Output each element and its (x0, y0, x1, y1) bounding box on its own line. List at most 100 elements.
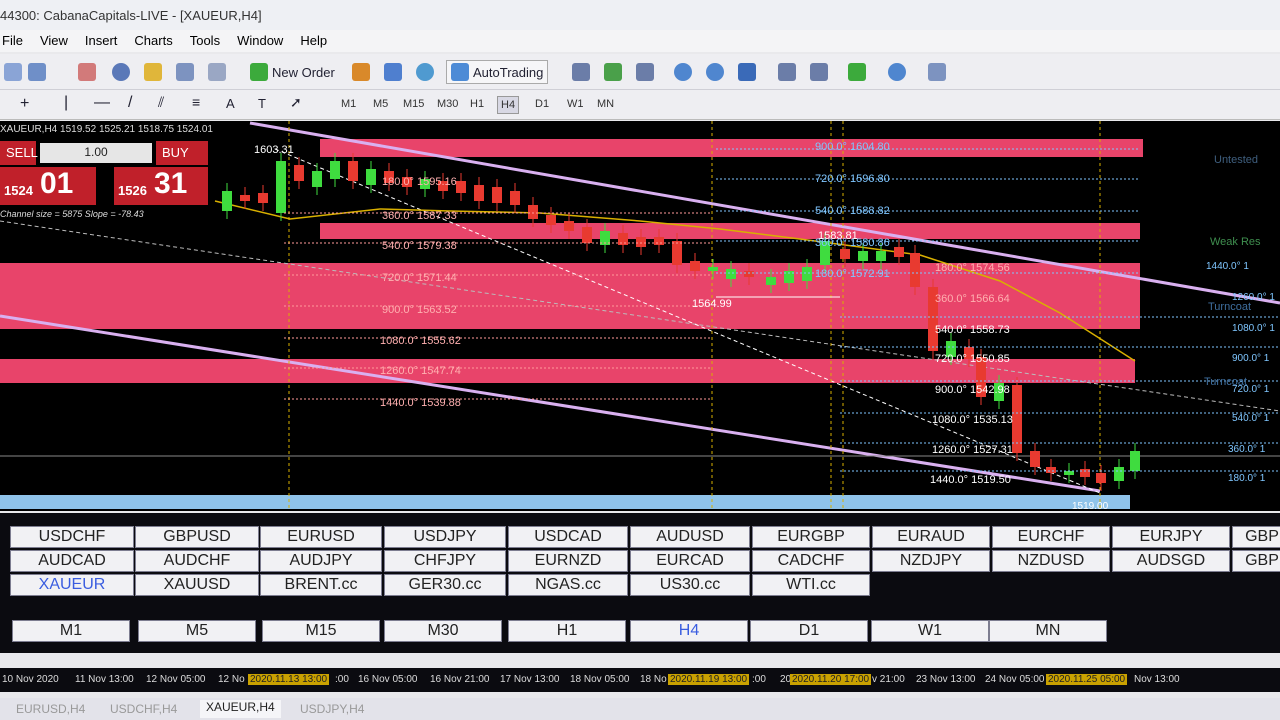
fibonacci-icon[interactable]: ≡ (192, 94, 201, 110)
symbol-button-brent-cc[interactable]: BRENT.cc (260, 574, 382, 596)
candle-body (654, 237, 664, 245)
symbol-button-eurchf[interactable]: EURCHF (992, 526, 1110, 548)
sell-button[interactable]: SELL (0, 141, 38, 165)
tb-timeframe-m15[interactable]: M15 (403, 98, 425, 110)
timeframe-button-m1[interactable]: M1 (12, 620, 130, 642)
symbol-button-eurjpy[interactable]: EURJPY (1112, 526, 1230, 548)
navigator-icon[interactable] (144, 63, 166, 81)
symbol-button-audusd[interactable]: AUDUSD (630, 526, 750, 548)
label-tool[interactable]: T (258, 96, 266, 111)
new-order-button[interactable]: New Order (250, 63, 335, 81)
metaeditor-icon[interactable] (352, 63, 374, 81)
autotrading-button[interactable]: AutoTrading (446, 60, 549, 84)
channel-icon[interactable]: ⫽ (158, 94, 165, 110)
options-icon[interactable] (384, 63, 406, 81)
symbol-button-audsgd[interactable]: AUDSGD (1112, 550, 1230, 572)
symbol-button-xaueur[interactable]: XAUEUR (10, 574, 134, 596)
menu-insert[interactable]: Insert (84, 33, 118, 48)
vertical-line-icon[interactable]: | (64, 94, 69, 111)
zoom-in-icon[interactable] (674, 63, 696, 81)
tab-usdjpy[interactable]: USDJPY,H4 (300, 702, 365, 716)
indicators-icon[interactable] (848, 63, 870, 81)
periods-icon[interactable] (888, 63, 910, 81)
symbol-button-eurcad[interactable]: EURCAD (630, 550, 750, 572)
candle-body (330, 161, 340, 179)
lot-size-field[interactable]: 1.00 (40, 143, 152, 163)
symbol-button-usdchf[interactable]: USDCHF (10, 526, 134, 548)
menu-tools[interactable]: Tools (189, 33, 221, 48)
menu-help[interactable]: Help (300, 33, 328, 48)
profiles-icon[interactable] (28, 63, 50, 81)
templates-icon[interactable] (928, 63, 950, 81)
tb-timeframe-m30[interactable]: M30 (437, 98, 459, 110)
tb-timeframe-h4[interactable]: H4 (497, 96, 520, 114)
symbol-button-wti-cc[interactable]: WTI.cc (752, 574, 870, 596)
tile-windows-icon[interactable] (738, 63, 760, 81)
timeframe-button-m15[interactable]: M15 (262, 620, 380, 642)
symbol-button-gbpusd[interactable]: GBPUSD (135, 526, 259, 548)
symbol-button-gbp[interactable]: GBP (1232, 550, 1280, 572)
tester-icon[interactable] (208, 63, 230, 81)
timeframe-button-m5[interactable]: M5 (138, 620, 256, 642)
symbol-button-usdcad[interactable]: USDCAD (508, 526, 628, 548)
tb-timeframe-h1[interactable]: H1 (470, 98, 485, 110)
ask-price[interactable]: 1526 31 (114, 167, 208, 205)
symbol-button-usdjpy[interactable]: USDJPY (384, 526, 506, 548)
data-window-icon[interactable] (112, 63, 134, 81)
tb-timeframe-mn[interactable]: MN (597, 98, 615, 110)
menu-view[interactable]: View (39, 33, 68, 48)
symbol-button-ngas-cc[interactable]: NGAS.cc (508, 574, 628, 596)
tb-timeframe-w1[interactable]: W1 (567, 98, 584, 110)
bar-chart-icon[interactable] (572, 63, 594, 81)
timeframe-button-m30[interactable]: M30 (384, 620, 502, 642)
symbol-button-gbp[interactable]: GBP (1232, 526, 1280, 548)
candle-body (294, 165, 304, 181)
tb-timeframe-m5[interactable]: M5 (373, 98, 389, 110)
terminal-icon[interactable] (176, 63, 198, 81)
menu-window[interactable]: Window (237, 33, 284, 48)
bid-price[interactable]: 1524 01 (0, 167, 96, 205)
tab-xaueur[interactable]: XAUEUR,H4 (200, 700, 281, 718)
symbol-button-euraud[interactable]: EURAUD (872, 526, 990, 548)
arrows-icon[interactable]: ➚ (290, 94, 302, 110)
symbol-button-chfjpy[interactable]: CHFJPY (384, 550, 506, 572)
symbol-button-cadchf[interactable]: CADCHF (752, 550, 870, 572)
timeframe-button-d1[interactable]: D1 (750, 620, 868, 642)
tb-timeframe-m1[interactable]: M1 (341, 98, 357, 110)
tb-timeframe-d1[interactable]: D1 (535, 98, 550, 110)
chart-shift-icon[interactable] (810, 63, 832, 81)
symbol-button-ger30-cc[interactable]: GER30.cc (384, 574, 506, 596)
symbol-button-audcad[interactable]: AUDCAD (10, 550, 134, 572)
buy-button[interactable]: BUY (156, 141, 208, 165)
trendline-icon[interactable]: / (128, 94, 133, 111)
menu-file[interactable]: File (2, 33, 23, 48)
timeframe-button-h4[interactable]: H4 (630, 620, 748, 642)
timeframe-button-h1[interactable]: H1 (508, 620, 626, 642)
crosshair-icon[interactable]: + (20, 95, 30, 112)
zone-lower (0, 359, 1135, 383)
menu-charts[interactable]: Charts (134, 33, 173, 48)
symbol-button-eurgbp[interactable]: EURGBP (752, 526, 870, 548)
symbol-button-eurnzd[interactable]: EURNZD (508, 550, 628, 572)
horizontal-line-icon[interactable]: — (94, 94, 110, 111)
symbol-button-audjpy[interactable]: AUDJPY (260, 550, 382, 572)
symbol-button-nzdusd[interactable]: NZDUSD (992, 550, 1110, 572)
line-chart-icon[interactable] (636, 63, 658, 81)
symbol-button-nzdjpy[interactable]: NZDJPY (872, 550, 990, 572)
globe-icon[interactable] (416, 63, 438, 81)
candlestick-icon[interactable] (604, 63, 626, 81)
timeframe-button-mn[interactable]: MN (989, 620, 1107, 642)
text-tool[interactable]: A (226, 96, 235, 111)
zoom-out-icon[interactable] (706, 63, 728, 81)
market-watch-icon[interactable] (78, 63, 100, 81)
symbol-button-us30-cc[interactable]: US30.cc (630, 574, 750, 596)
tab-usdchf[interactable]: USDCHF,H4 (110, 702, 178, 716)
autoscroll-icon[interactable] (778, 63, 800, 81)
symbol-button-xauusd[interactable]: XAUUSD (135, 574, 259, 596)
timeframe-button-w1[interactable]: W1 (871, 620, 989, 642)
symbol-button-eurusd[interactable]: EURUSD (260, 526, 382, 548)
tab-eurusd[interactable]: EURUSD,H4 (16, 702, 86, 716)
price-chart[interactable]: 1603.31 1564.99 1583.81 1519.00 180.0° 1… (0, 121, 1280, 511)
new-chart-icon[interactable] (4, 63, 26, 81)
symbol-button-audchf[interactable]: AUDCHF (135, 550, 259, 572)
